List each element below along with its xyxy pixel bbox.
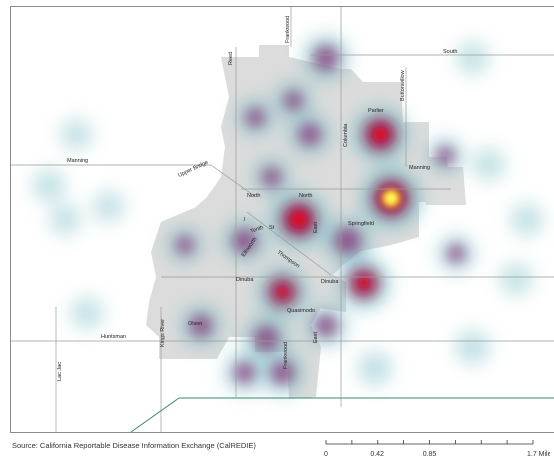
road-label-east-1: East <box>313 222 319 233</box>
hotspot-glow-26 <box>70 296 104 330</box>
hotspot-glow-29 <box>357 351 393 386</box>
hotspot-glow-24 <box>32 169 66 202</box>
road-label-quasimodo: Quasimodo <box>287 308 315 314</box>
scale-label-2: 0.85 <box>423 451 437 458</box>
road-label-st: St <box>269 225 275 231</box>
scale-label-3: 1.7 Miles <box>527 451 550 458</box>
hotspot-glow-20 <box>472 147 506 181</box>
road-label-frankwood-s: Frankwood <box>283 342 289 369</box>
road-label-olson: Olson <box>188 321 202 327</box>
hotspot-glow-21 <box>510 203 544 236</box>
road-label-south: South <box>443 49 457 55</box>
hotspot-mid-8 <box>334 227 361 254</box>
hotspot-glow-30 <box>456 41 489 75</box>
source-credit: Source: California Reportable Disease In… <box>12 441 256 450</box>
road-label-tenth: Tenth <box>250 225 265 235</box>
road-label-kings-river: Kings River <box>160 319 166 347</box>
road-label-i: I <box>244 217 246 223</box>
scale-label-1: 0.42 <box>370 451 384 458</box>
hotspot-mid-7 <box>261 166 282 188</box>
hotspot-mid-10 <box>175 235 195 255</box>
road-label-columbia: Columbia <box>343 123 349 147</box>
road-label-upper-bridge: Upper Bridge <box>177 160 209 179</box>
road-label-north-2: North <box>299 193 312 199</box>
road-label-buttonwillow: Buttonwillow <box>400 70 406 101</box>
road-label-dinuba-1: Dinuba <box>236 277 254 283</box>
hotspot-mid-19 <box>446 243 466 264</box>
hotspot-core-6 <box>291 211 307 228</box>
hotspot-mid-14 <box>253 325 279 352</box>
road-label-manning-west: Manning <box>67 158 88 164</box>
county-boundary <box>130 397 554 432</box>
hotspot-mid-4 <box>245 107 266 128</box>
road-label-dinuba-2: Dinuba <box>321 279 339 285</box>
hotspot-glow-27 <box>49 203 82 236</box>
hotspot-glow-22 <box>499 262 533 296</box>
hotspot-mid-16 <box>270 360 295 385</box>
road-label-north-1: North <box>247 193 260 199</box>
hotspot-glow-25 <box>60 118 93 151</box>
road-label-east-2: East <box>313 332 319 343</box>
hotspot-mid-1 <box>283 90 304 111</box>
hotspot-mid-17 <box>233 361 256 384</box>
hotspot-glow-28 <box>92 190 125 223</box>
road-label-springfield: Springfield <box>348 221 374 227</box>
hotspot-mid-9 <box>232 228 257 253</box>
scale-bar: 0 0.42 0.85 1.7 Miles <box>324 440 550 458</box>
hotspot-core-2 <box>373 127 387 142</box>
heat-core-layer <box>278 127 401 296</box>
hotspot-mid-18 <box>435 146 455 166</box>
road-label-reed: Reed <box>228 52 234 65</box>
hotspot-core-12 <box>278 287 287 296</box>
hotspot-glow-23 <box>455 329 490 365</box>
scale-label-0: 0 <box>324 451 328 458</box>
map-frame[interactable]: Manning Upper Bridge Reed Frankwood Sout… <box>10 6 554 433</box>
hotspot-mid-3 <box>298 123 322 146</box>
hotspot-mid-15 <box>189 314 213 338</box>
heatmap-map[interactable]: Manning Upper Bridge Reed Frankwood Sout… <box>11 7 554 432</box>
road-label-parlier: Parlier <box>368 108 384 114</box>
road-label-manning-east: Manning <box>409 165 430 171</box>
hotspot-peak-5 <box>386 193 397 204</box>
road-label-frankwood-n: Frankwood <box>285 16 291 43</box>
road-label-huntsman: Huntsman <box>101 334 126 340</box>
road-label-lac-jac: Lac Jac <box>57 362 63 381</box>
hotspot-core-11 <box>359 278 369 289</box>
hotspot-mid-0 <box>313 45 339 71</box>
hotspot-mid-13 <box>314 314 338 338</box>
